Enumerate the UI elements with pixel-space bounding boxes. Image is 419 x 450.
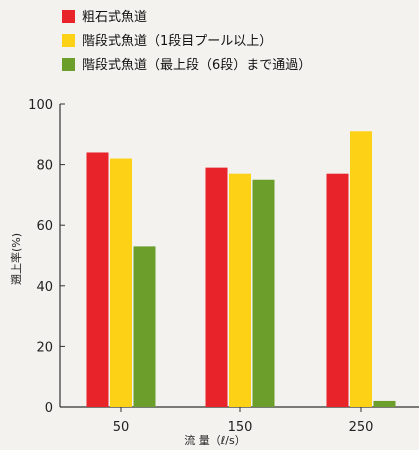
y-tick-label-60: 60 [36,219,53,234]
legend-swatch-1 [62,10,75,23]
y-tick-label-80: 80 [36,159,53,174]
plot-area: 0 20 40 60 80 100 50 150 250 [28,98,419,435]
y-tick-label-100: 100 [28,98,53,113]
bar-150-series-2 [229,173,251,407]
y-tick-label-0: 0 [45,401,53,416]
bar-50-series-3 [133,246,156,407]
legend-label-2: 階段式魚道（1段目プール以上） [82,34,272,49]
x-tick-label-250: 250 [349,420,374,435]
y-tick-label-20: 20 [36,340,53,355]
legend-label-1: 粗石式魚道 [82,10,147,25]
x-tick-label-50: 50 [113,420,130,435]
legend-label-3: 階段式魚道（最上段（6段）まで通過） [82,58,311,73]
bar-50-series-2 [110,158,132,407]
legend-swatch-2 [62,34,75,47]
bar-150-series-1 [205,167,228,407]
y-axis-label: 遡上率(%) [9,233,23,285]
bar-50-series-1 [86,152,109,407]
x-tick-label-150: 150 [228,420,253,435]
bar-250-series-1 [326,173,349,407]
bar-250-series-3 [373,400,396,407]
bar-150-series-3 [252,179,275,407]
bar-250-series-2 [350,131,372,407]
x-axis-label: 流 量（ℓ/s） [184,433,245,447]
y-tick-label-40: 40 [36,280,53,295]
legend-swatch-3 [62,58,75,71]
